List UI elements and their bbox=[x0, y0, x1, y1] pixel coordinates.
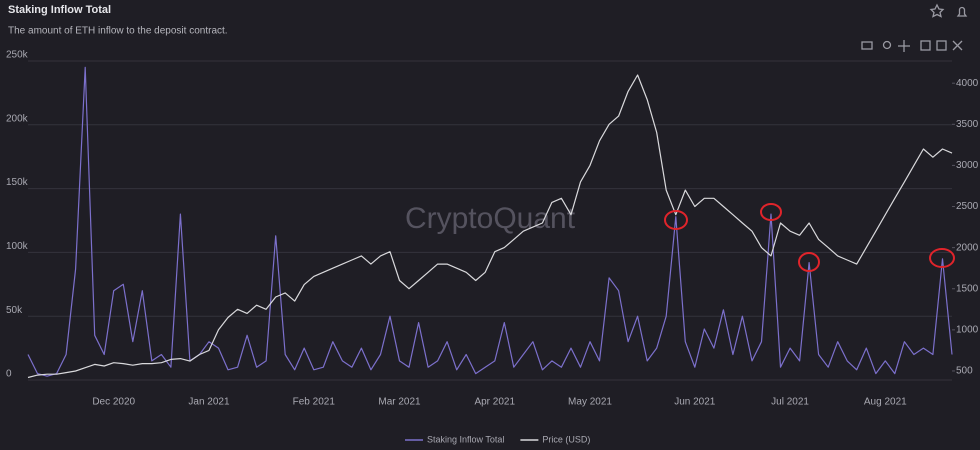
highlight-circle bbox=[760, 203, 782, 221]
zoom-icon[interactable] bbox=[882, 40, 892, 50]
plot bbox=[27, 66, 953, 379]
pan-icon[interactable] bbox=[898, 40, 910, 52]
x-tick-label: Dec 2020 bbox=[92, 397, 135, 408]
highlight-circle bbox=[798, 252, 820, 272]
y2-tick-label: 2500 bbox=[956, 201, 979, 212]
legend-label: Staking Inflow Total bbox=[427, 434, 504, 444]
star-icon[interactable] bbox=[929, 3, 945, 18]
series-line bbox=[27, 66, 953, 377]
chart-title: Staking Inflow Total bbox=[8, 4, 111, 16]
chart-subtitle: The amount of ETH inflow to the deposit … bbox=[8, 26, 228, 37]
watermark: CryptoQuant bbox=[405, 202, 576, 235]
x-tick-label: Feb 2021 bbox=[293, 397, 336, 408]
x-tick-label: Aug 2021 bbox=[864, 397, 907, 408]
zoom-in-icon[interactable] bbox=[920, 40, 931, 51]
y-tick-label: 50k bbox=[6, 305, 23, 316]
y2-tick-label: 1500 bbox=[956, 283, 979, 294]
x-tick-label: May 2021 bbox=[568, 397, 612, 408]
highlight-circles bbox=[664, 203, 955, 272]
highlight-circle bbox=[929, 248, 955, 268]
y-tick-label: 200k bbox=[6, 113, 29, 124]
y2-tick-label: 3000 bbox=[956, 160, 979, 171]
y-tick-label: 250k bbox=[6, 50, 29, 61]
highlight-circle bbox=[664, 210, 688, 230]
series-line bbox=[27, 74, 953, 379]
legend-label: Price (USD) bbox=[542, 434, 590, 444]
x-tick-label: Jul 2021 bbox=[771, 397, 809, 408]
header-icons[interactable] bbox=[929, 3, 968, 18]
x-tick-label: Mar 2021 bbox=[378, 397, 421, 408]
y-tick-label: 100k bbox=[6, 241, 29, 252]
y2-tick-label: 4000 bbox=[956, 78, 979, 89]
y-tick-label: 0 bbox=[6, 369, 12, 380]
x-tick-label: Jan 2021 bbox=[188, 397, 230, 408]
y-tick-label: 150k bbox=[6, 177, 29, 188]
reset-icon[interactable] bbox=[952, 40, 963, 51]
x-tick-label: Jun 2021 bbox=[674, 397, 716, 408]
camera-icon[interactable] bbox=[861, 41, 873, 50]
toolbar[interactable] bbox=[861, 40, 963, 52]
zoom-out-icon[interactable] bbox=[936, 40, 947, 51]
y2-tick-label: 500 bbox=[956, 366, 973, 377]
x-tick-label: Apr 2021 bbox=[474, 397, 515, 408]
y2-tick-label: 1000 bbox=[956, 324, 979, 335]
bell-icon[interactable] bbox=[956, 6, 968, 17]
y2-tick-label: 3500 bbox=[956, 119, 979, 130]
y2-tick-label: 2000 bbox=[956, 242, 979, 253]
grid: 0 50k 100k 150k 200k 250k 500 1000 1500 2000 2500 3… bbox=[6, 50, 979, 408]
legend: Staking Inflow Total Price (USD) bbox=[405, 434, 590, 444]
